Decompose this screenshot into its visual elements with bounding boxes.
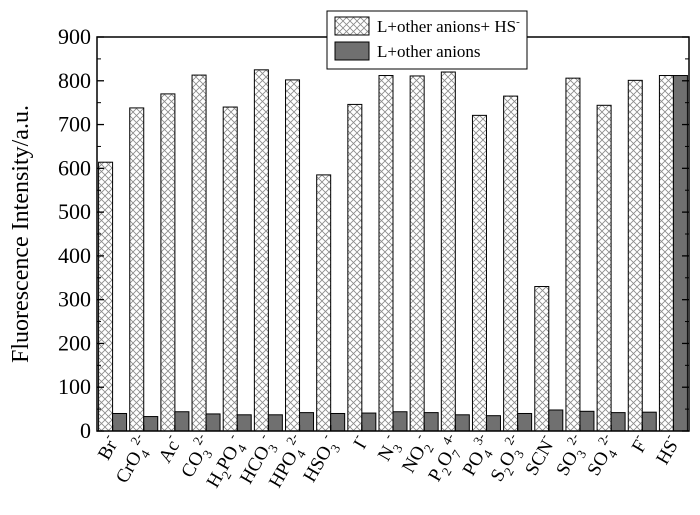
- bar-without-hs-16: [610, 412, 626, 432]
- category-label-part: 2-: [501, 431, 519, 448]
- legend-label-1: L+other anions: [377, 42, 481, 61]
- bar-without-hs-7: [330, 412, 346, 432]
- category-label-part: 2-: [563, 431, 581, 448]
- y-tick-label-600: 600: [58, 155, 91, 180]
- bar-with-hs-14: [534, 286, 550, 432]
- category-label-18: HS-: [648, 431, 685, 469]
- y-tick-label-500: 500: [58, 199, 91, 224]
- category-label-0: Br-: [90, 431, 124, 464]
- bar-with-hs-18: [658, 75, 674, 432]
- bar-without-hs-9: [392, 411, 408, 432]
- y-tick-label-700: 700: [58, 112, 91, 137]
- category-label-15: SO32-: [548, 431, 595, 482]
- bar-without-hs-15: [579, 410, 595, 432]
- category-label-11: P2O74-: [420, 431, 470, 488]
- category-label-part: 2-: [189, 431, 207, 448]
- bar-with-hs-4: [222, 106, 238, 432]
- y-tick-label-0: 0: [80, 418, 91, 443]
- category-label-part: Ac: [155, 437, 184, 467]
- bar-with-hs-16: [596, 104, 612, 432]
- legend-swatch-0: [334, 16, 370, 36]
- category-label-part: SCN: [521, 437, 558, 480]
- bar-without-hs-8: [361, 412, 377, 432]
- category-label-part: HS: [652, 437, 682, 469]
- category-label-part: 2-: [594, 431, 612, 448]
- bar-with-hs-8: [347, 103, 363, 432]
- y-tick-label-200: 200: [58, 330, 91, 355]
- bar-without-hs-13: [517, 412, 533, 432]
- bar-with-hs-12: [471, 114, 487, 432]
- bar-with-hs-5: [253, 69, 269, 432]
- bar-without-hs-14: [548, 409, 564, 432]
- category-label-part: -: [380, 431, 395, 442]
- bar-with-hs-2: [160, 93, 176, 432]
- category-label-part: 2-: [283, 431, 301, 448]
- bar-without-hs-0: [112, 412, 128, 432]
- y-tick-label-800: 800: [58, 68, 91, 93]
- category-label-part: -: [535, 431, 550, 442]
- bar-without-hs-5: [267, 414, 283, 432]
- legend-label-0: L+other anions+ HS-: [377, 16, 520, 36]
- bar-without-hs-6: [299, 412, 315, 432]
- bar-without-hs-1: [143, 416, 159, 432]
- category-label-part: -: [411, 431, 426, 442]
- category-label-part: -: [255, 431, 270, 442]
- bar-without-hs-11: [454, 414, 470, 432]
- category-labels: Br-CrO42- Ac-CO32-H2PO4-HCO3-HPO42-HSO3-I…: [90, 431, 685, 492]
- category-label-part: -: [629, 431, 644, 442]
- bar-with-hs-1: [129, 107, 145, 432]
- bar-with-hs-6: [285, 79, 301, 432]
- legend-label-sup: -: [516, 16, 520, 28]
- bar-with-hs-10: [409, 75, 425, 432]
- legend: L+other anions+ HS- L+other anions: [326, 10, 528, 70]
- category-label-part: -: [317, 431, 332, 442]
- category-label-8: I-: [345, 431, 373, 453]
- y-tick-label-100: 100: [58, 374, 91, 399]
- bar-with-hs-13: [503, 95, 519, 432]
- category-label-17: F-: [624, 431, 654, 457]
- y-tick-label-400: 400: [58, 243, 91, 268]
- bar-without-hs-2: [174, 411, 190, 432]
- category-label-part: -: [224, 431, 239, 442]
- y-tick-label-900: 900: [58, 24, 91, 49]
- category-label-part: 4-: [439, 431, 457, 448]
- legend-label-text: L+other anions: [377, 42, 481, 61]
- category-label-part: -: [348, 431, 363, 442]
- category-label-part: -: [162, 431, 177, 442]
- bar-with-hs-15: [565, 77, 581, 432]
- bar-with-hs-3: [191, 74, 207, 432]
- bar-with-hs-17: [627, 79, 643, 432]
- legend-swatch-1: [334, 41, 370, 61]
- bar-without-hs-18: [672, 75, 688, 432]
- category-label-part: 3-: [470, 431, 488, 448]
- axis-layer: 0 100 200 300 400 500 600 700 800 900: [58, 24, 689, 443]
- bar-without-hs-4: [236, 414, 252, 432]
- bar-without-hs-12: [485, 415, 501, 432]
- bar-with-hs-7: [316, 174, 332, 432]
- bar-without-hs-3: [205, 413, 221, 432]
- category-label-part: -: [660, 431, 675, 442]
- bar-with-hs-9: [378, 75, 394, 432]
- category-label-part: 2-: [127, 431, 145, 448]
- bars-layer: [98, 69, 688, 432]
- category-label-part: -: [99, 431, 114, 442]
- y-tick-label-300: 300: [58, 287, 91, 312]
- legend-label-text: L+other anions+ HS: [377, 17, 516, 36]
- bar-with-hs-11: [440, 71, 456, 432]
- category-label-1: CrO42-: [108, 431, 159, 489]
- y-axis-title: Fluorescence Intensity/a.u.: [8, 105, 34, 363]
- bar-without-hs-10: [423, 412, 439, 432]
- bar-without-hs-17: [641, 411, 657, 432]
- category-label-2: Ac-: [150, 431, 186, 467]
- bar-with-hs-0: [98, 161, 114, 432]
